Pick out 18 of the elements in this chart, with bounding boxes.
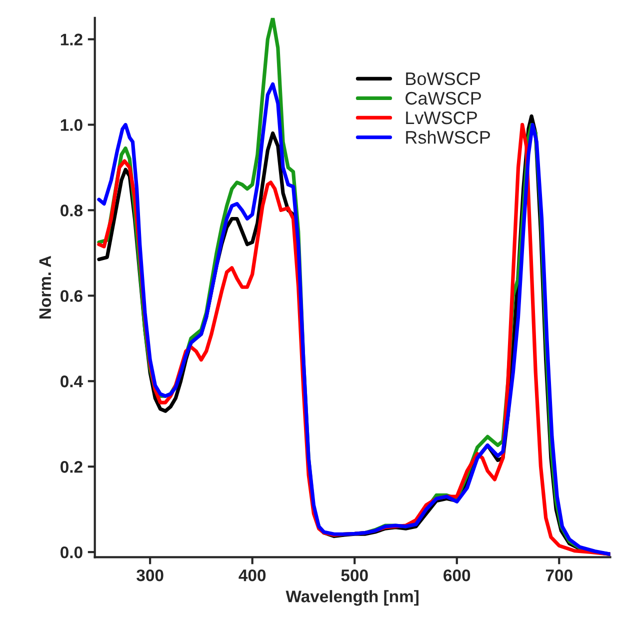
legend-label: BoWSCP [406,72,480,86]
y-tick-label: 1.2 [60,34,82,46]
y-tick-label: 1.0 [60,119,82,131]
y-tick-label: 0.0 [60,546,82,558]
y-tick-label: 0.8 [60,204,83,216]
x-tick-label: 600 [444,569,470,582]
legend-label: CaWSCP [406,92,481,105]
x-tick-label: 300 [136,569,164,582]
x-tick-label: 500 [341,569,368,582]
y-tick-label: 0.4 [60,376,83,388]
y-tick-label: 0.6 [60,290,82,302]
x-tick-label: 400 [238,569,266,582]
legend-label: RshWSCP [406,130,490,144]
y-tick-label: 0.2 [60,461,82,473]
y-axis-title: Norm. A [39,256,52,319]
x-tick-label: 700 [546,569,572,582]
x-axis-title: Wavelength [nm] [286,590,418,606]
legend-label: LvWSCP [406,111,477,124]
